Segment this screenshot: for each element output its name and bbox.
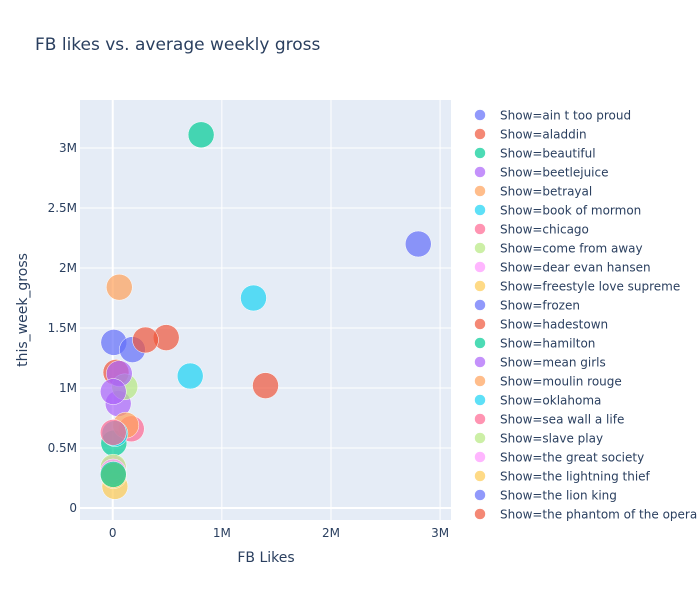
legend-marker [474,508,486,520]
y-tick-labels: 0 0.5M 1M 1.5M 2M 2.5M 3M [48,141,77,515]
legend-marker [474,128,486,140]
data-point [240,284,267,312]
legend-marker [474,242,486,254]
legend-label: Show=book of mormon [500,204,641,218]
y-tick-label: 3M [59,141,77,155]
legend-label: Show=moulin rouge [500,375,622,389]
y-tick-label: 0 [69,501,77,515]
legend-marker [474,166,486,178]
y-tick-label: 1.5M [48,321,77,335]
legend-marker [474,261,486,273]
legend-label: Show=oklahoma [500,394,601,408]
legend-label: Show=dear evan hansen [500,261,651,275]
legend-label: Show=mean girls [500,356,606,370]
x-tick-label: 0 [109,526,117,540]
data-points [99,121,432,500]
legend-marker [474,489,486,501]
legend-label: Show=hamilton [500,337,595,351]
legend-marker [474,413,486,425]
x-tick-label: 1M [213,526,231,540]
legend-label: Show=come from away [500,242,643,256]
legend-marker [474,394,486,406]
data-point [100,419,127,446]
legend-label: Show=the phantom of the opera [500,508,697,522]
legend-marker [474,470,486,482]
y-axis-label: this_week_gross [15,253,31,367]
legend-label: Show=the lion king [500,489,617,503]
y-tick-label: 0.5M [48,441,77,455]
legend-marker [474,356,486,368]
y-tick-label: 2M [59,261,77,275]
legend-marker [474,185,486,197]
legend-label: Show=sea wall a life [500,413,624,427]
legend-label: Show=ain t too proud [500,109,631,123]
x-tick-label: 3M [431,526,449,540]
legend-marker [474,109,486,121]
data-point [100,378,127,405]
legend-marker [474,318,486,330]
legend-label: Show=beetlejuice [500,166,609,180]
data-point [187,121,215,149]
plot-area [80,100,451,520]
legend-marker [474,280,486,292]
legend-marker [474,299,486,311]
legend-label: Show=chicago [500,223,589,237]
y-tick-label: 1M [59,381,77,395]
x-axis-label: FB Likes [237,550,294,566]
data-point [252,372,279,399]
legend-marker [474,223,486,235]
data-point [132,326,159,354]
chart-title: FB likes vs. average weekly gross [35,35,320,55]
legend-label: Show=frozen [500,299,580,313]
x-tick-labels: 0 1M 2M 3M [109,526,449,540]
legend-marker [474,451,486,463]
legend-label: Show=freestyle love supreme [500,280,680,294]
legend-label: Show=the lightning thief [500,470,651,484]
legend-label: Show=the great society [500,451,644,465]
data-point [176,362,204,390]
data-point [106,273,133,301]
data-point [100,461,127,488]
legend-label: Show=hadestown [500,318,608,332]
legend-marker [474,432,486,444]
legend: Show=ain t too proud Show=aladdin Show=bea… [474,109,697,522]
legend-label: Show=slave play [500,432,603,446]
data-point [405,230,432,258]
y-tick-label: 2.5M [48,201,77,215]
legend-label: Show=aladdin [500,128,587,142]
legend-marker [474,375,486,387]
x-tick-label: 2M [322,526,340,540]
legend-marker [474,337,486,349]
legend-marker [474,147,486,159]
legend-label: Show=betrayal [500,185,592,199]
legend-marker [474,204,486,216]
legend-label: Show=beautiful [500,147,596,161]
